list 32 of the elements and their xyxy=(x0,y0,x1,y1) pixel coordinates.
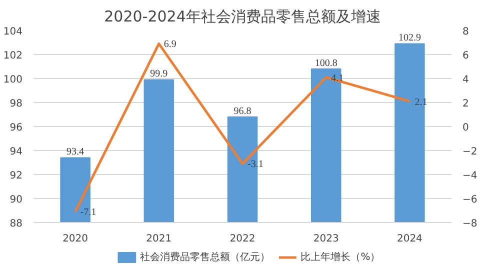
y2-tick-label: −8 xyxy=(462,218,478,230)
chart-title: 2020-2024年社会消费品零售总额及增速 xyxy=(104,8,381,26)
legend-label: 比上年增长（%） xyxy=(300,251,380,263)
y-tick-label: 90 xyxy=(10,194,23,206)
y2-tick-label: −6 xyxy=(462,194,478,206)
data-label: 93.4 xyxy=(66,146,84,158)
y-tick-label: 104 xyxy=(3,26,23,38)
y-tick-label: 96 xyxy=(10,122,23,134)
data-label: 100.8 xyxy=(314,58,338,69)
x-tick-label: 2024 xyxy=(396,234,422,244)
data-label: 6.9 xyxy=(164,39,176,50)
y-tick-label: 92 xyxy=(10,170,23,182)
y2-tick-label: 2 xyxy=(462,98,469,110)
data-label: 96.8 xyxy=(234,106,252,117)
y-tick-label: 100 xyxy=(3,74,23,86)
y2-tick-label: −2 xyxy=(462,146,478,158)
x-tick-label: 2022 xyxy=(230,234,256,244)
y-tick-label: 102 xyxy=(3,50,23,62)
y2-tick-label: 8 xyxy=(462,26,469,38)
y2-tick-label: 4 xyxy=(462,74,469,86)
x-tick-label: 2021 xyxy=(146,234,172,244)
y-tick-label: 88 xyxy=(10,218,23,230)
data-label: 99.9 xyxy=(150,68,168,80)
data-label: 102.9 xyxy=(398,32,421,44)
x-tick-label: 2023 xyxy=(313,234,339,244)
y2-tick-label: 0 xyxy=(462,122,469,134)
y-tick-label: 94 xyxy=(10,146,23,158)
y2-tick-label: 6 xyxy=(462,50,469,62)
legend-label: 社会消费品零售总额（亿元） xyxy=(140,251,270,263)
x-tick-label: 2020 xyxy=(62,234,88,244)
y2-tick-label: −4 xyxy=(462,170,478,182)
y-tick-label: 98 xyxy=(10,98,23,110)
